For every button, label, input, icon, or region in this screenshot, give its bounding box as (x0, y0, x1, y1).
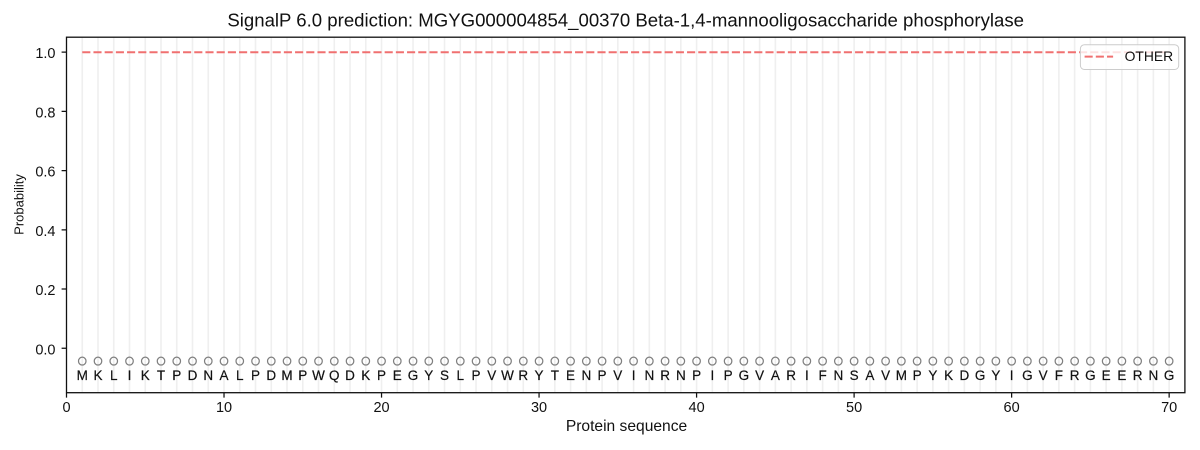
svg-text:Y: Y (991, 368, 1000, 383)
svg-text:A: A (865, 368, 874, 383)
svg-text:V: V (881, 368, 890, 383)
svg-text:P: P (724, 368, 733, 383)
svg-text:N: N (644, 368, 654, 383)
svg-text:F: F (818, 368, 826, 383)
svg-text:E: E (1102, 368, 1111, 383)
svg-text:0: 0 (62, 400, 70, 416)
svg-text:50: 50 (846, 400, 862, 416)
svg-text:D: D (188, 368, 198, 383)
svg-text:10: 10 (216, 400, 232, 416)
svg-text:F: F (1055, 368, 1063, 383)
svg-text:L: L (110, 368, 118, 383)
svg-text:N: N (1149, 368, 1159, 383)
svg-text:K: K (361, 368, 370, 383)
svg-text:M: M (77, 368, 88, 383)
svg-text:P: P (692, 368, 701, 383)
svg-text:D: D (959, 368, 969, 383)
svg-text:P: P (913, 368, 922, 383)
svg-text:0.8: 0.8 (35, 105, 55, 121)
svg-text:E: E (1117, 368, 1126, 383)
svg-text:R: R (786, 368, 796, 383)
svg-text:V: V (755, 368, 764, 383)
svg-text:I: I (805, 368, 809, 383)
svg-text:M: M (896, 368, 907, 383)
svg-text:Protein sequence: Protein sequence (566, 418, 687, 435)
svg-text:T: T (551, 368, 559, 383)
svg-text:I: I (632, 368, 636, 383)
svg-text:L: L (236, 368, 244, 383)
svg-text:K: K (944, 368, 953, 383)
svg-text:20: 20 (373, 400, 389, 416)
svg-text:V: V (1039, 368, 1048, 383)
svg-text:W: W (312, 368, 325, 383)
svg-text:W: W (501, 368, 514, 383)
svg-text:P: P (298, 368, 307, 383)
svg-text:0.6: 0.6 (35, 165, 55, 181)
svg-text:R: R (1070, 368, 1080, 383)
svg-text:P: P (598, 368, 607, 383)
svg-text:P: P (251, 368, 260, 383)
svg-text:I: I (710, 368, 714, 383)
svg-text:Y: Y (928, 368, 937, 383)
svg-text:G: G (1022, 368, 1033, 383)
svg-text:SignalP 6.0 prediction: MGYG00: SignalP 6.0 prediction: MGYG000004854_00… (227, 10, 1024, 32)
svg-text:P: P (172, 368, 181, 383)
svg-text:G: G (408, 368, 419, 383)
svg-text:T: T (157, 368, 165, 383)
svg-text:A: A (771, 368, 780, 383)
svg-text:Y: Y (535, 368, 544, 383)
svg-text:D: D (345, 368, 355, 383)
svg-text:G: G (739, 368, 750, 383)
svg-text:I: I (1010, 368, 1014, 383)
svg-text:0.2: 0.2 (35, 283, 55, 299)
svg-text:0.4: 0.4 (35, 224, 55, 240)
svg-text:Q: Q (329, 368, 340, 383)
svg-text:R: R (1133, 368, 1143, 383)
svg-text:P: P (377, 368, 386, 383)
svg-text:60: 60 (1004, 400, 1020, 416)
svg-text:D: D (266, 368, 276, 383)
svg-text:G: G (975, 368, 986, 383)
svg-text:S: S (440, 368, 449, 383)
svg-text:OTHER: OTHER (1125, 48, 1174, 64)
svg-text:L: L (457, 368, 465, 383)
svg-text:Probability: Probability (11, 174, 26, 235)
svg-text:S: S (850, 368, 859, 383)
svg-text:N: N (676, 368, 686, 383)
svg-text:N: N (581, 368, 591, 383)
svg-text:R: R (660, 368, 670, 383)
svg-text:0.0: 0.0 (35, 342, 55, 358)
svg-text:P: P (472, 368, 481, 383)
svg-text:N: N (833, 368, 843, 383)
svg-text:I: I (128, 368, 132, 383)
svg-text:30: 30 (531, 400, 547, 416)
svg-text:N: N (203, 368, 213, 383)
svg-text:V: V (613, 368, 622, 383)
svg-text:40: 40 (689, 400, 705, 416)
svg-text:M: M (281, 368, 292, 383)
svg-text:1.0: 1.0 (35, 46, 55, 62)
svg-text:70: 70 (1161, 400, 1177, 416)
svg-text:V: V (487, 368, 496, 383)
svg-text:K: K (141, 368, 150, 383)
svg-text:Y: Y (424, 368, 433, 383)
svg-text:G: G (1085, 368, 1096, 383)
svg-text:E: E (566, 368, 575, 383)
svg-text:A: A (220, 368, 229, 383)
svg-text:G: G (1164, 368, 1175, 383)
svg-text:K: K (93, 368, 102, 383)
svg-text:E: E (393, 368, 402, 383)
svg-text:R: R (518, 368, 528, 383)
